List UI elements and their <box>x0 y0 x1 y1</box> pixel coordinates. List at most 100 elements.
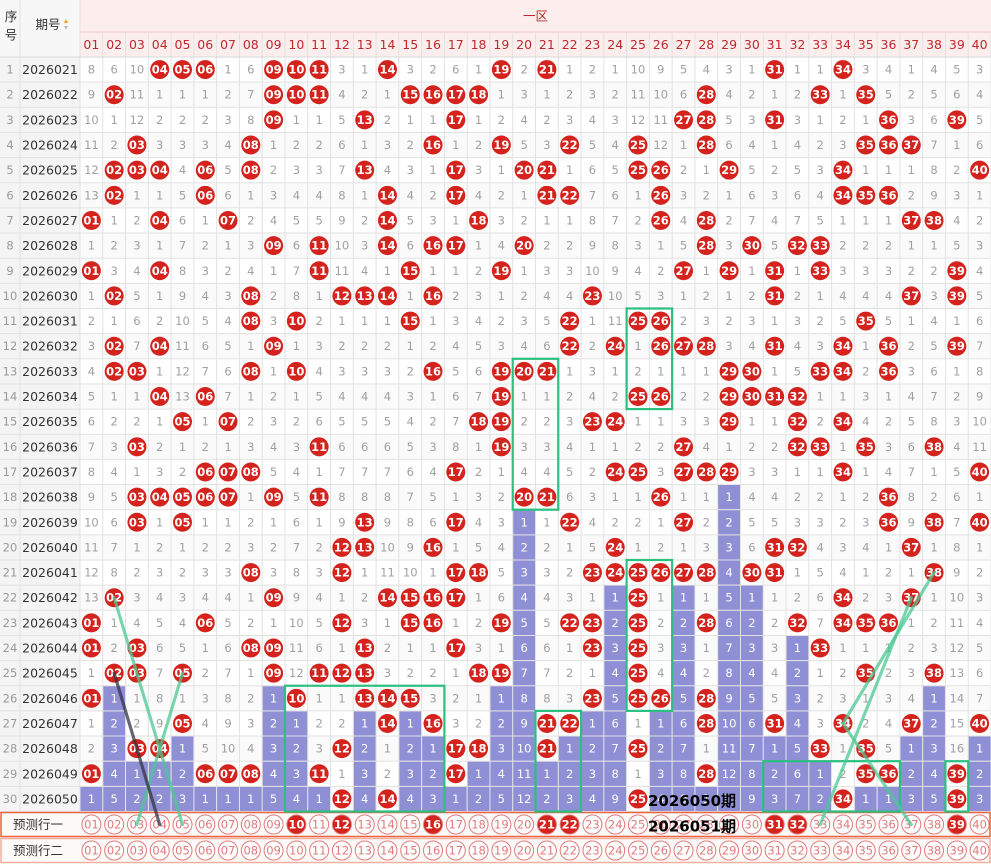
predict-option[interactable] <box>354 840 375 861</box>
predict-option-number[interactable]: 05 <box>175 844 190 858</box>
predict-pick-number[interactable]: 31 <box>767 818 783 832</box>
predict-option-number[interactable]: 23 <box>585 844 600 858</box>
predict-option-number[interactable]: 03 <box>130 844 145 858</box>
predict-option-number[interactable]: 19 <box>494 844 509 858</box>
predict-option[interactable] <box>309 840 330 861</box>
predict-option-number[interactable]: 01 <box>84 844 99 858</box>
predict-option[interactable] <box>605 840 626 861</box>
predict-option[interactable] <box>878 814 899 835</box>
predict-option[interactable] <box>309 814 330 835</box>
predict-option-number[interactable]: 18 <box>471 844 486 858</box>
predict-option[interactable] <box>855 840 876 861</box>
predict-option[interactable] <box>946 840 967 861</box>
predict-option-number[interactable]: 31 <box>767 844 782 858</box>
predict-option[interactable] <box>559 840 580 861</box>
predict-option[interactable] <box>673 814 694 835</box>
predict-option-number[interactable]: 27 <box>676 818 691 832</box>
predict-option[interactable] <box>104 814 125 835</box>
predict-option-number[interactable]: 15 <box>403 844 418 858</box>
predict-option-number[interactable]: 01 <box>84 818 99 832</box>
predict-option[interactable] <box>969 840 990 861</box>
predict-option[interactable] <box>901 840 922 861</box>
predict-option-number[interactable]: 39 <box>950 844 965 858</box>
predict-option-number[interactable]: 40 <box>972 818 987 832</box>
predict-option-number[interactable]: 33 <box>813 844 828 858</box>
predict-option[interactable] <box>878 840 899 861</box>
predict-option-number[interactable]: 20 <box>517 844 532 858</box>
predict-option[interactable] <box>195 814 216 835</box>
predict-option[interactable] <box>764 840 785 861</box>
predict-option-number[interactable]: 29 <box>722 818 737 832</box>
predict-option[interactable] <box>445 840 466 861</box>
predict-option-number[interactable]: 02 <box>107 844 122 858</box>
predict-option-number[interactable]: 02 <box>107 818 122 832</box>
predict-option[interactable] <box>149 840 170 861</box>
predict-option-number[interactable]: 10 <box>289 844 304 858</box>
predict-option[interactable] <box>377 814 398 835</box>
predict-option-number[interactable]: 20 <box>517 818 532 832</box>
predict-option[interactable] <box>832 840 853 861</box>
predict-option[interactable] <box>331 840 352 861</box>
predict-pick-number[interactable]: 21 <box>539 818 555 832</box>
predict-option-number[interactable]: 17 <box>448 844 463 858</box>
sort-down-icon[interactable] <box>64 26 68 30</box>
predict-option-number[interactable]: 21 <box>540 844 555 858</box>
predict-option[interactable] <box>354 814 375 835</box>
predict-option[interactable] <box>696 840 717 861</box>
predict-option[interactable] <box>377 840 398 861</box>
predict-option-number[interactable]: 40 <box>972 844 987 858</box>
predict-option-number[interactable]: 23 <box>585 818 600 832</box>
predict-option-number[interactable]: 34 <box>836 844 851 858</box>
predict-option-number[interactable]: 14 <box>380 818 395 832</box>
predict-option[interactable] <box>673 840 694 861</box>
predict-option-number[interactable]: 24 <box>608 844 623 858</box>
predict-option[interactable] <box>263 840 284 861</box>
predict-option[interactable] <box>286 840 307 861</box>
predict-pick[interactable] <box>423 814 444 835</box>
predict-option[interactable] <box>810 840 831 861</box>
predict-option[interactable] <box>240 814 261 835</box>
predict-option[interactable] <box>218 840 239 861</box>
predict-pick[interactable] <box>559 814 580 835</box>
predict-option[interactable] <box>445 814 466 835</box>
predict-pick-number[interactable]: 16 <box>425 818 441 832</box>
predict-option[interactable] <box>696 814 717 835</box>
predict-option[interactable] <box>719 840 740 861</box>
predict-option[interactable] <box>924 814 945 835</box>
predict-option[interactable] <box>582 814 603 835</box>
predict-pick-number[interactable]: 22 <box>562 818 578 832</box>
predict-option[interactable] <box>423 840 444 861</box>
predict-pick[interactable] <box>764 814 785 835</box>
predict-pick-number[interactable]: 10 <box>288 818 304 832</box>
predict-option[interactable] <box>400 814 421 835</box>
predict-option-number[interactable]: 28 <box>699 818 714 832</box>
predict-option-number[interactable]: 17 <box>448 818 463 832</box>
predict-option[interactable] <box>218 814 239 835</box>
predict-option-number[interactable]: 35 <box>858 818 873 832</box>
predict-option[interactable] <box>514 814 535 835</box>
predict-option[interactable] <box>650 814 671 835</box>
predict-option[interactable] <box>400 840 421 861</box>
predict-option-number[interactable]: 13 <box>357 818 372 832</box>
predict-option-number[interactable]: 26 <box>653 818 668 832</box>
predict-option-number[interactable]: 19 <box>494 818 509 832</box>
predict-option-number[interactable]: 25 <box>631 818 646 832</box>
predict-pick[interactable] <box>946 814 967 835</box>
predict-option-number[interactable]: 25 <box>631 844 646 858</box>
predict-option-number[interactable]: 34 <box>836 818 851 832</box>
predict-option-number[interactable]: 16 <box>426 844 441 858</box>
predict-option-number[interactable]: 38 <box>927 818 942 832</box>
predict-option[interactable] <box>104 840 125 861</box>
predict-option-number[interactable]: 11 <box>312 844 327 858</box>
predict-option[interactable] <box>855 814 876 835</box>
predict-option-number[interactable]: 26 <box>653 844 668 858</box>
predict-option[interactable] <box>605 814 626 835</box>
predict-option-number[interactable]: 24 <box>608 818 623 832</box>
predict-option[interactable] <box>582 840 603 861</box>
predict-option[interactable] <box>832 814 853 835</box>
predict-option-number[interactable]: 09 <box>266 818 281 832</box>
predict-option-number[interactable]: 28 <box>699 844 714 858</box>
predict-option[interactable] <box>172 840 193 861</box>
predict-option-number[interactable]: 18 <box>471 818 486 832</box>
predict-option-number[interactable]: 14 <box>380 844 395 858</box>
